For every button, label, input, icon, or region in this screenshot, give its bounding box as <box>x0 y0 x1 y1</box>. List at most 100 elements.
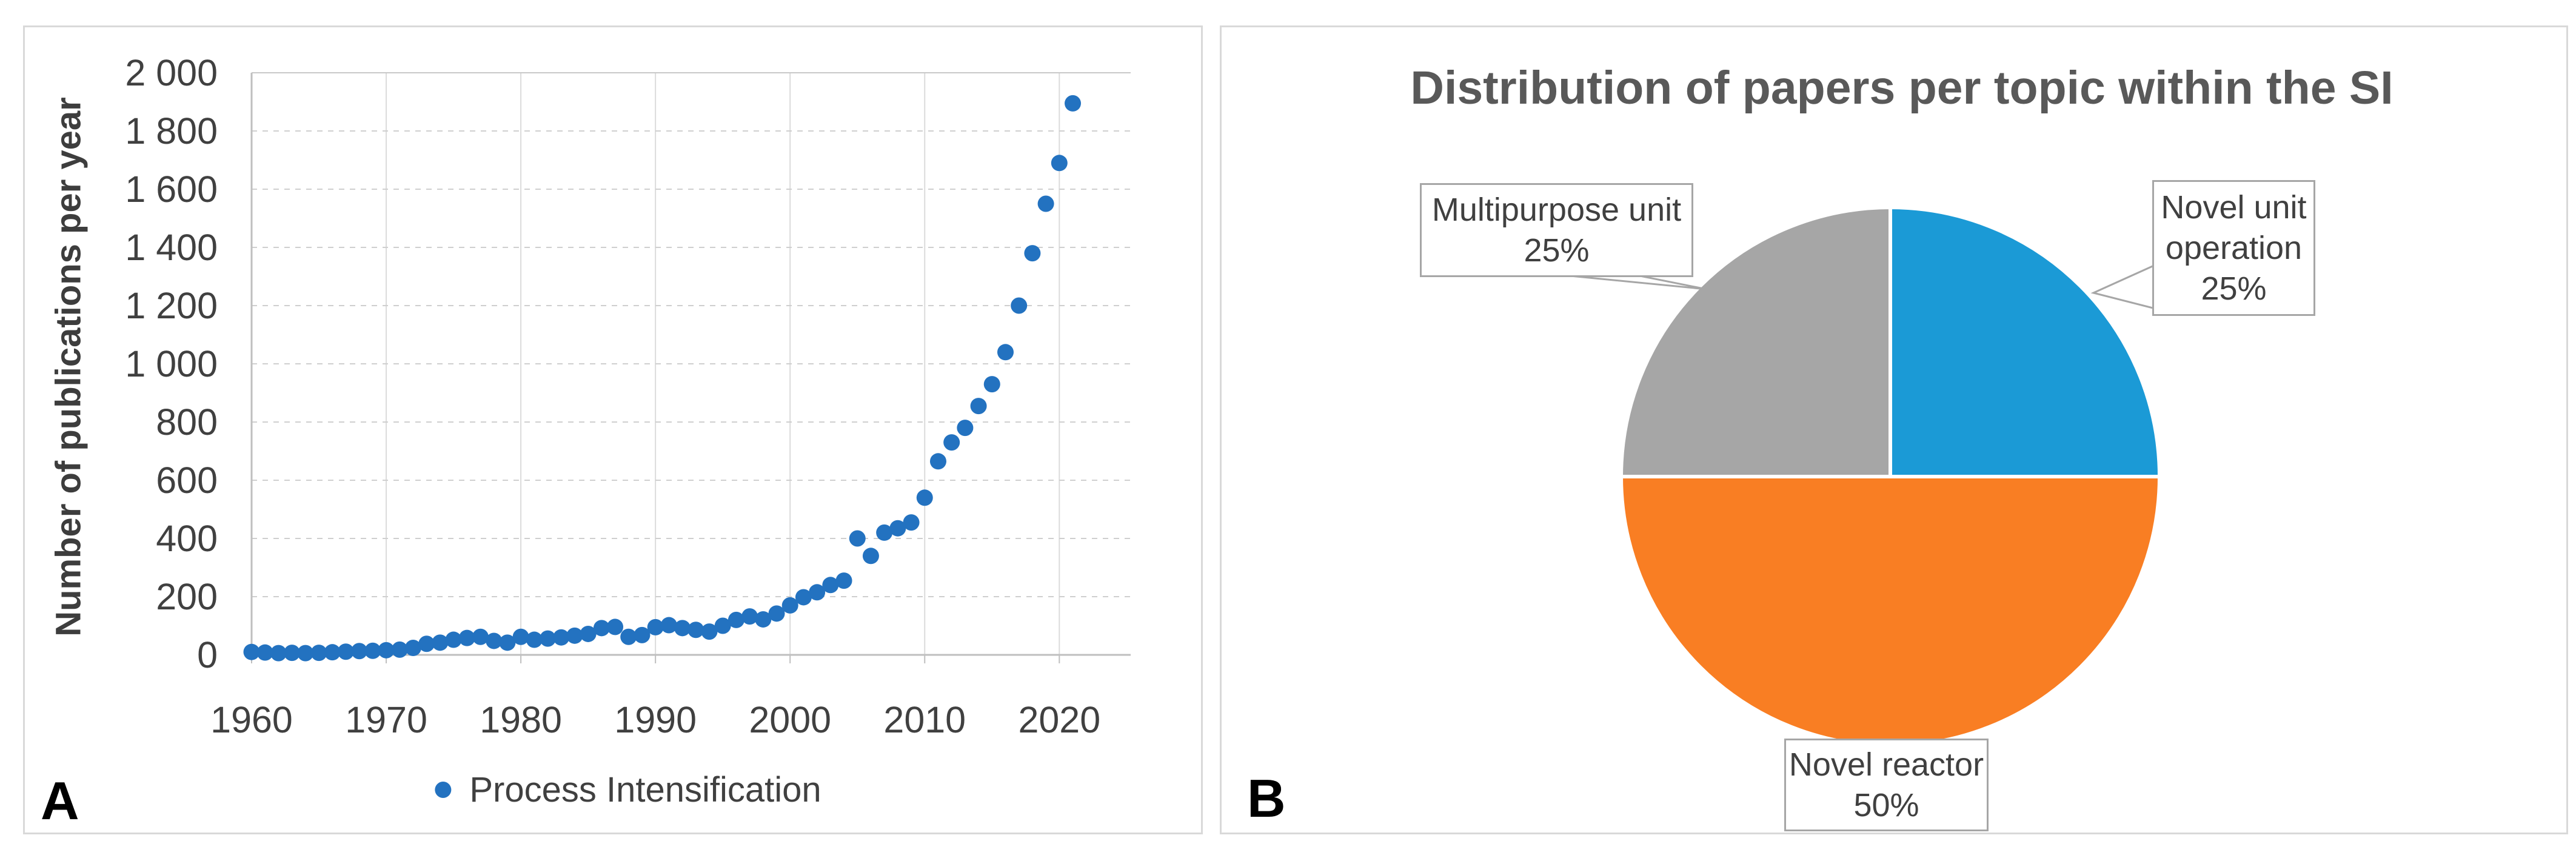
leader-line-multipurpose-unit <box>1570 275 1707 290</box>
data-point <box>1037 195 1054 212</box>
pie-slice-novel-reactor <box>1619 475 2162 748</box>
callout-line: Multipurpose unit <box>1431 191 1682 228</box>
data-point <box>256 644 273 661</box>
x-tick-label: 1980 <box>480 699 562 740</box>
data-point <box>741 608 758 625</box>
data-point <box>903 514 920 531</box>
data-point <box>983 376 1000 393</box>
x-tick-label: 2000 <box>749 699 831 740</box>
data-point <box>674 620 691 637</box>
leader-line-novel-unit-operation <box>2090 263 2156 310</box>
callout-line: 25% <box>1524 232 1590 269</box>
callout-line: 50% <box>1853 786 1919 823</box>
data-point <box>929 453 946 470</box>
data-point <box>499 634 516 651</box>
pie-slice-novel-unit-operation <box>1889 205 2162 478</box>
data-point <box>458 629 475 646</box>
y-tick-label: 600 <box>156 460 218 501</box>
callout-multipurpose-unit: Multipurpose unit 25% <box>1420 183 1693 277</box>
data-point <box>526 631 543 648</box>
data-point <box>957 420 974 437</box>
data-point <box>768 605 785 622</box>
data-point <box>687 622 704 638</box>
data-point <box>310 645 327 662</box>
data-point <box>391 641 408 658</box>
data-point <box>580 625 597 642</box>
data-point <box>809 584 826 601</box>
data-point <box>432 634 449 651</box>
y-tick-label: 2 000 <box>125 52 218 93</box>
data-point <box>1011 297 1028 314</box>
data-point <box>997 344 1014 361</box>
data-point <box>916 489 933 506</box>
data-point <box>970 398 987 415</box>
data-point <box>781 597 798 614</box>
data-point <box>728 611 744 628</box>
data-point <box>351 643 368 660</box>
data-point <box>364 642 381 659</box>
callout-line: Novel reactor <box>1788 746 1984 783</box>
data-point <box>862 548 879 565</box>
y-tick-label: 800 <box>156 401 218 443</box>
data-point <box>795 589 812 606</box>
data-point <box>566 627 583 644</box>
y-tick-label: 400 <box>156 518 218 559</box>
data-point <box>486 632 503 649</box>
x-tick-label: 1970 <box>345 699 427 740</box>
data-point <box>701 623 718 640</box>
x-tick-label: 2010 <box>883 699 966 740</box>
legend-marker-icon <box>435 782 452 798</box>
x-tick-label: 1960 <box>210 699 293 740</box>
data-point <box>943 434 960 451</box>
data-point <box>593 620 610 637</box>
data-point <box>755 611 772 628</box>
y-tick-label: 1 400 <box>125 227 218 268</box>
pie-slice-multipurpose-unit <box>1619 205 1892 478</box>
data-point <box>714 617 731 634</box>
data-point <box>1065 95 1082 112</box>
data-point <box>889 520 906 537</box>
data-point <box>634 626 651 643</box>
data-point <box>620 628 637 645</box>
y-tick-label: 1 200 <box>125 285 218 326</box>
data-point <box>512 628 529 645</box>
callout-novel-unit-operation: Novel unit operation 25% <box>2152 180 2315 316</box>
callout-line: operation <box>2165 229 2303 266</box>
legend-label: Process Intensification <box>469 770 821 809</box>
scatter-plot-area: 1960 1970 1980 1990 2000 2010 2020 0 200 400 600 80… <box>125 52 1131 740</box>
data-point <box>849 530 866 547</box>
data-point <box>404 639 421 656</box>
data-point <box>284 645 301 662</box>
panel-b-pie-chart: Distribution of papers per topic within … <box>1220 25 2568 834</box>
y-axis-title: Number of publications per year <box>49 97 89 637</box>
callout-line: 25% <box>2201 270 2267 307</box>
data-point <box>876 524 893 541</box>
callout-line: Novel unit <box>2161 189 2307 226</box>
x-tick-label: 2020 <box>1018 699 1100 740</box>
data-point <box>540 630 557 647</box>
data-point <box>445 631 462 648</box>
y-tick-label: 200 <box>156 576 218 617</box>
legend: Process Intensification <box>435 769 821 810</box>
y-tick-label: 0 <box>197 634 218 675</box>
data-point <box>270 645 287 662</box>
panel-a-letter: A <box>41 771 79 831</box>
pie-chart-title: Distribution of papers per topic within … <box>1410 62 2394 114</box>
data-point <box>297 645 314 662</box>
data-point <box>1051 155 1068 172</box>
data-point <box>243 643 260 660</box>
data-point <box>647 618 664 635</box>
data-point <box>822 577 839 594</box>
data-point <box>337 643 354 660</box>
panel-a-scatter-chart: 1960 1970 1980 1990 2000 2010 2020 0 200 400 600 80… <box>23 25 1203 834</box>
data-point <box>835 572 852 589</box>
y-tick-label: 1 000 <box>125 343 218 384</box>
data-point <box>553 629 570 646</box>
x-tick-label: 1990 <box>614 699 697 740</box>
data-point <box>418 635 435 652</box>
data-point <box>1024 245 1041 262</box>
panel-b-letter: B <box>1247 768 1286 828</box>
data-point <box>607 618 624 635</box>
pie-plot-area <box>1570 205 2162 748</box>
